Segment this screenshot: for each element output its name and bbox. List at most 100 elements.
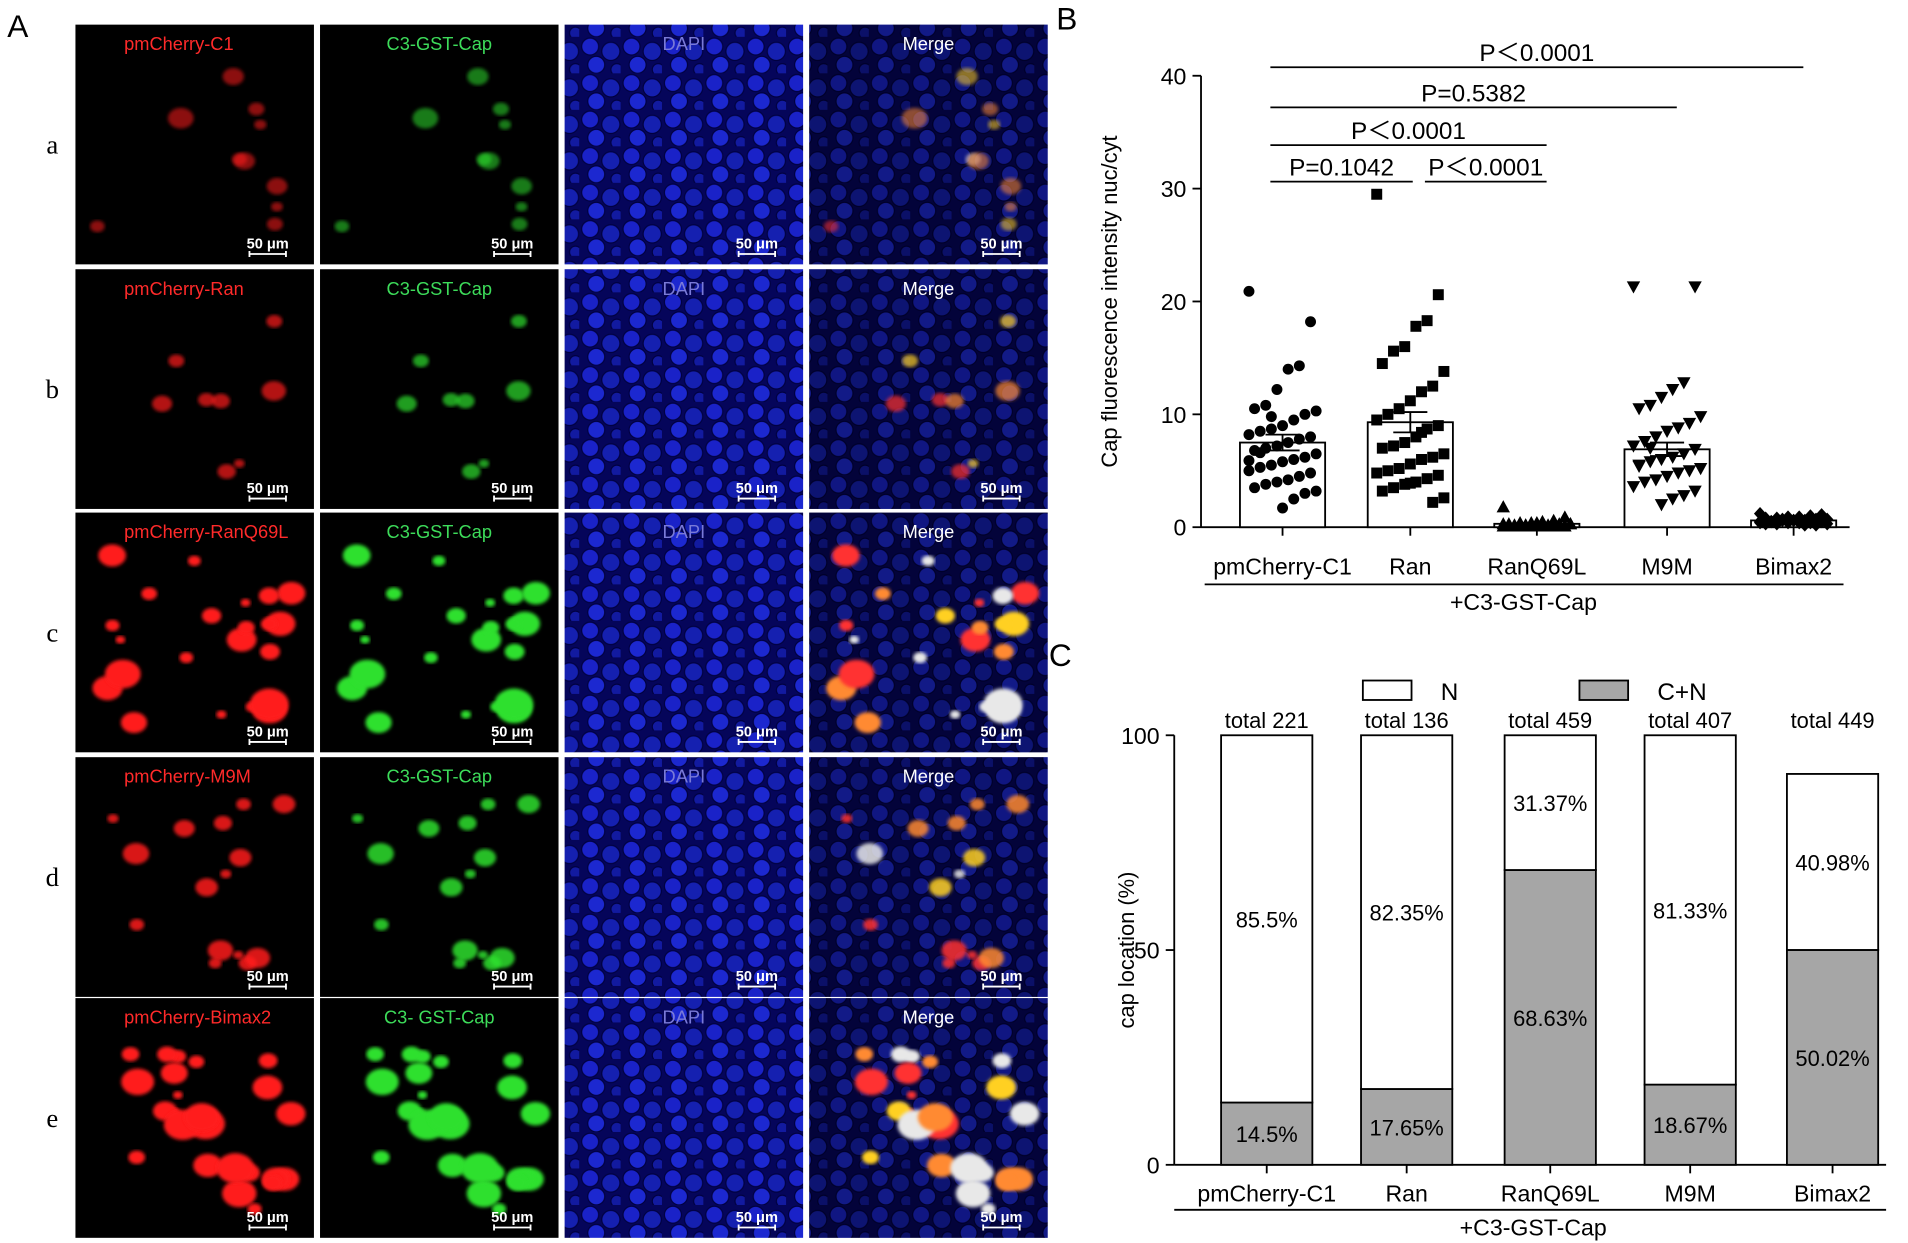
- y-axis-label: cap location (%): [1114, 872, 1139, 1029]
- cell: [971, 620, 989, 635]
- cell: [461, 1153, 499, 1184]
- point: [1637, 435, 1652, 449]
- channel-label: C3-GST-Cap: [387, 33, 492, 54]
- point: [1421, 423, 1433, 435]
- cell: [464, 869, 476, 879]
- point: [1310, 405, 1322, 417]
- cell: [252, 1075, 283, 1100]
- cell: [520, 1101, 551, 1126]
- point: [1376, 485, 1388, 497]
- value-label: 17.65%: [1370, 1115, 1444, 1140]
- point: [1277, 502, 1289, 514]
- point: [1693, 463, 1708, 476]
- total-label: total 136: [1365, 708, 1449, 733]
- cell: [485, 598, 496, 607]
- point: [1371, 467, 1383, 479]
- cell: [1006, 795, 1030, 814]
- cell: [271, 202, 283, 212]
- point: [1271, 384, 1283, 395]
- cell: [453, 957, 467, 969]
- row-label: b: [46, 374, 59, 404]
- cell: [151, 395, 173, 412]
- channel-label: pmCherry-Ran: [124, 278, 244, 299]
- value-label: 14.5%: [1236, 1122, 1298, 1147]
- cell: [160, 1062, 188, 1084]
- point: [1243, 285, 1255, 297]
- point: [1637, 476, 1652, 489]
- cell: [233, 459, 245, 468]
- cell: [983, 688, 1023, 720]
- cell: [365, 712, 392, 734]
- point: [1299, 408, 1311, 420]
- cell: [1000, 177, 1022, 195]
- cell: [995, 381, 1020, 401]
- point: [1404, 458, 1416, 470]
- cell: [1000, 217, 1017, 231]
- cell: [412, 354, 429, 368]
- cell: [446, 608, 466, 624]
- total-label: total 221: [1225, 708, 1309, 733]
- scale-bar-label: 50 μm: [736, 724, 778, 740]
- cell: [917, 1103, 954, 1132]
- cell: [986, 1075, 1017, 1100]
- scale-bar: [737, 495, 777, 502]
- y-axis-label: Cap fluorescence intensity nuc/cyt: [1097, 135, 1122, 467]
- point: [1665, 384, 1680, 397]
- point: [1626, 481, 1641, 494]
- point: [1626, 440, 1641, 453]
- cell: [217, 464, 236, 479]
- channel-label: C3-GST-Cap: [387, 278, 492, 299]
- micrograph: [809, 757, 1048, 997]
- row-label: a: [46, 130, 58, 160]
- cell: [172, 1091, 183, 1099]
- cell: [856, 843, 884, 865]
- panel-letter: A: [7, 8, 29, 44]
- point: [1288, 493, 1300, 505]
- point: [1660, 425, 1674, 438]
- error-bar: [1776, 518, 1811, 522]
- cell: [167, 107, 194, 129]
- comparison-label: P＜0.0001: [1428, 155, 1543, 182]
- cell: [480, 798, 496, 811]
- cell: [193, 1153, 223, 1178]
- point: [1376, 358, 1388, 370]
- comparison-label: P＜0.0001: [1351, 118, 1466, 145]
- error-bar: [1393, 411, 1428, 434]
- cell: [233, 950, 244, 960]
- cell: [115, 635, 126, 644]
- cell: [98, 544, 127, 567]
- scale-bar-label: 50 μm: [736, 481, 778, 497]
- point: [1558, 510, 1572, 523]
- cell: [236, 798, 251, 811]
- channel-label: Merge: [903, 1007, 955, 1028]
- point: [1496, 517, 1510, 530]
- channel-label: DAPI: [663, 33, 706, 54]
- total-label: total 459: [1508, 708, 1592, 733]
- cell: [1000, 314, 1017, 328]
- cell: [222, 67, 244, 86]
- point: [1388, 440, 1399, 452]
- point: [1277, 456, 1289, 468]
- point: [1427, 451, 1439, 463]
- point: [1671, 467, 1685, 480]
- cell: [489, 947, 515, 969]
- cell: [477, 950, 489, 960]
- y-tick-label: 30: [1161, 176, 1187, 202]
- point: [1421, 315, 1433, 327]
- cell: [195, 878, 218, 897]
- scale-bar: [982, 250, 1021, 258]
- cell: [248, 102, 265, 116]
- cell: [120, 712, 148, 734]
- cell: [207, 940, 234, 961]
- point: [1243, 465, 1255, 477]
- channel-label: DAPI: [663, 766, 706, 787]
- cell: [437, 1153, 467, 1178]
- error-bar: [1519, 522, 1554, 526]
- cell: [466, 1179, 502, 1208]
- point: [1410, 320, 1422, 332]
- cell: [417, 1091, 428, 1099]
- point: [1399, 478, 1411, 490]
- cell: [949, 710, 961, 719]
- point: [1371, 414, 1383, 426]
